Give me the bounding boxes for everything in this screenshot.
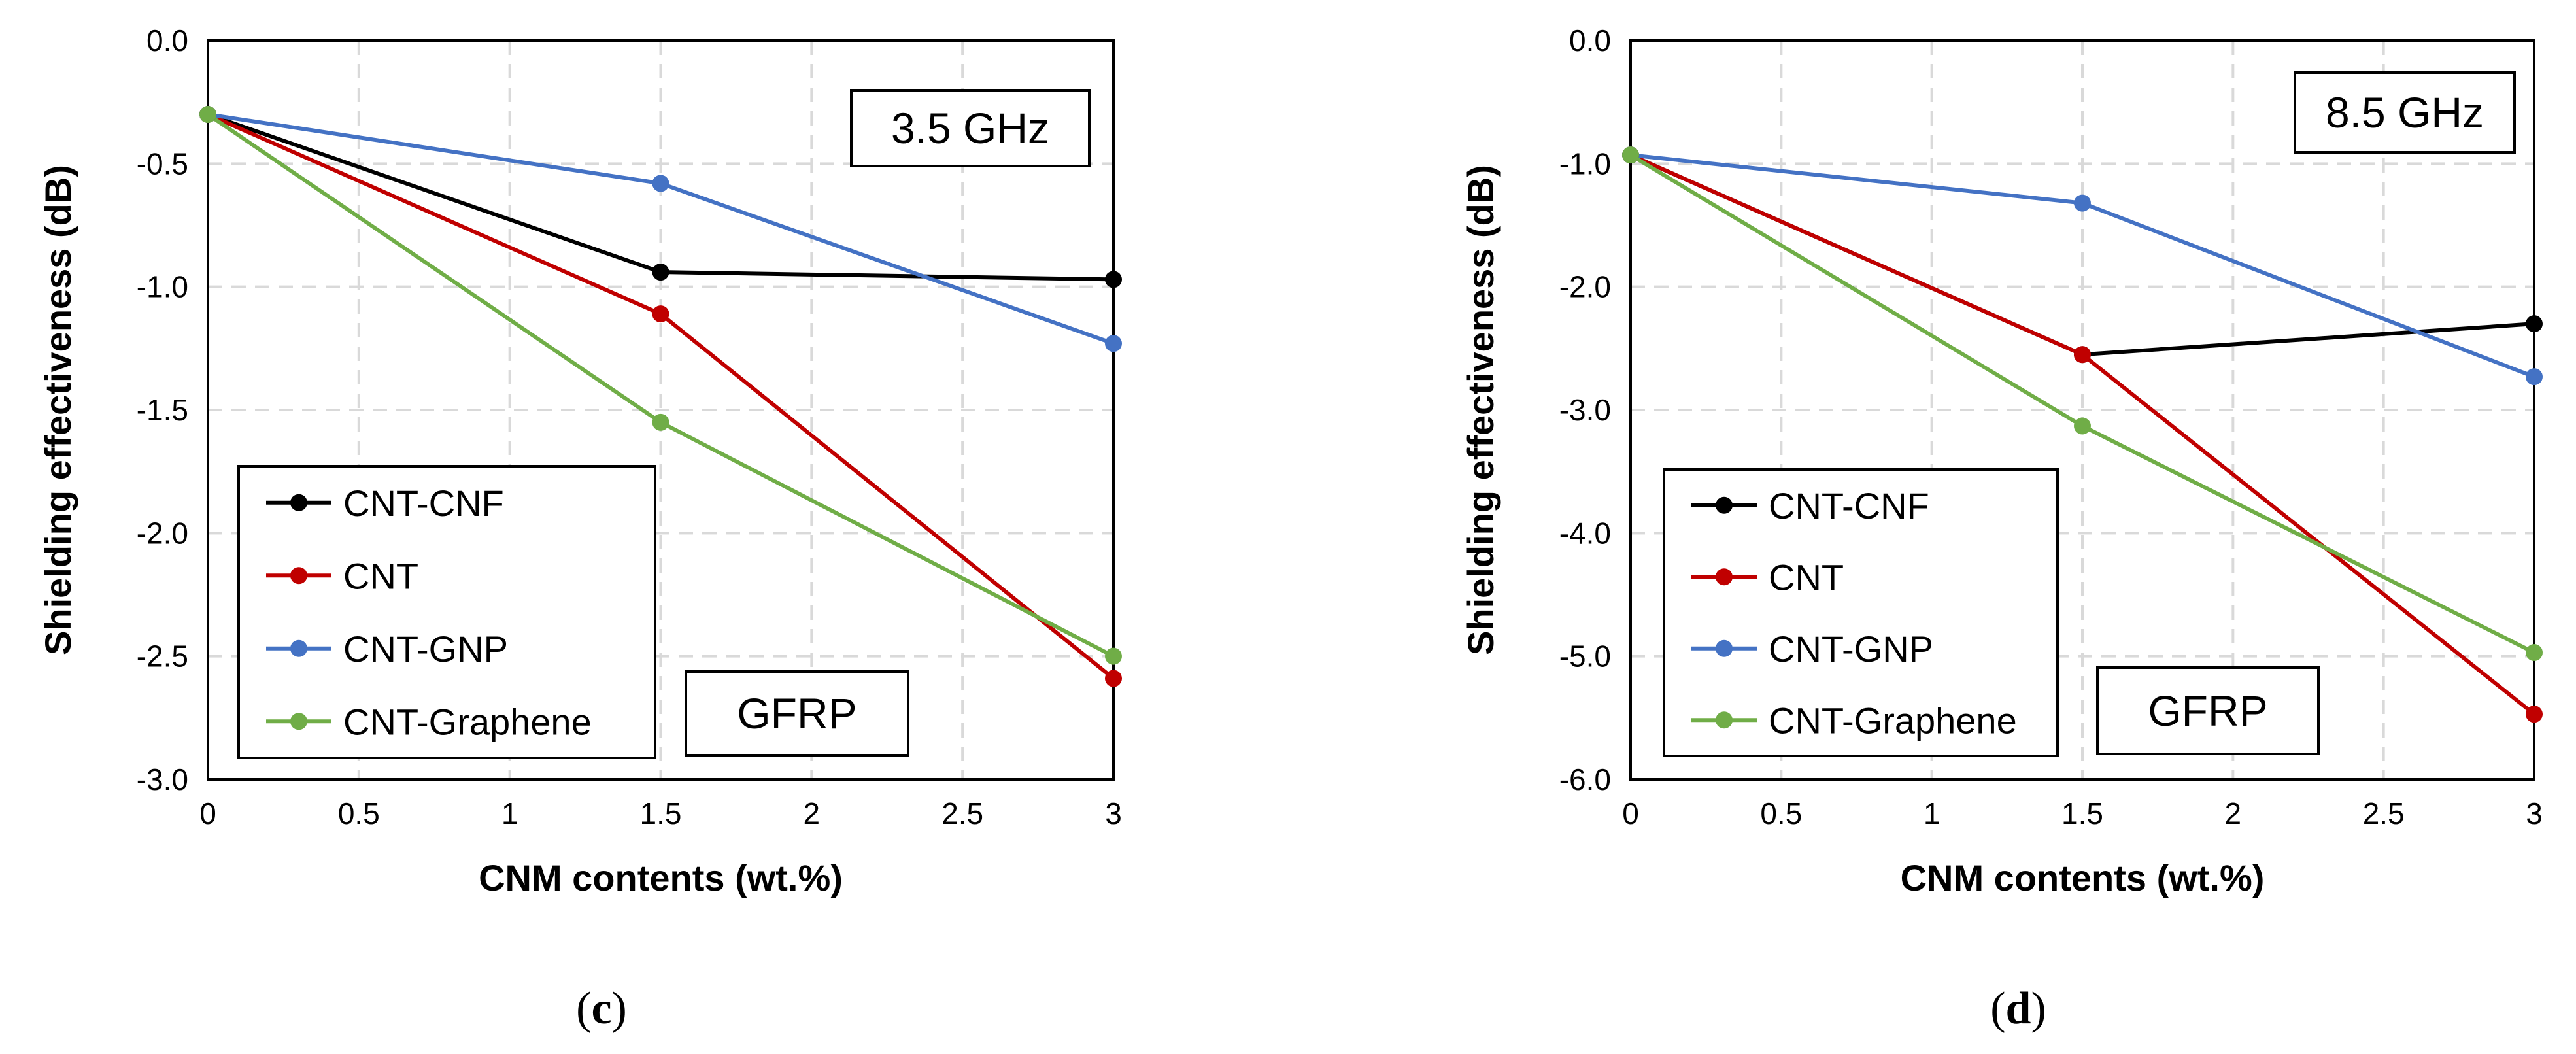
legend-swatch-marker xyxy=(290,639,307,657)
plot-frame xyxy=(1629,39,2535,781)
x-tick-label: 0.5 xyxy=(1760,796,1802,830)
y-axis-title: Shielding effectiveness (dB) xyxy=(37,165,78,655)
y-tick-label: -1.0 xyxy=(1559,146,1611,180)
legend-label: CNT xyxy=(1769,556,1844,598)
legend-label: CNT-Graphene xyxy=(343,701,592,742)
legend: CNT-CNF CNT CNT-GNP CNT-Graphene xyxy=(237,465,656,759)
y-tick-label: -1.0 xyxy=(137,270,188,304)
legend-box xyxy=(1663,468,2059,757)
x-tick-label: 1 xyxy=(501,796,518,830)
x-tick-label: 1.5 xyxy=(640,796,682,830)
data-point-cnt xyxy=(652,305,669,323)
y-tick-label: 0.0 xyxy=(1569,24,1611,58)
legend-swatch-marker xyxy=(1716,711,1733,729)
x-tick-label: 0 xyxy=(199,796,216,830)
data-point-cnt-gnp xyxy=(1105,335,1122,352)
legend-swatch-marker xyxy=(290,713,307,730)
annotation-box xyxy=(2294,71,2516,154)
annotation-label: GFRP xyxy=(2148,687,2267,735)
data-point-cnt-cnf xyxy=(1105,271,1122,288)
chart-panel-c: 0 0.5 1 1.5 2 2.5 3 0.0 -0.5 -1.0 -1.5 -2.0 -2.5 -3.0… xyxy=(37,24,1122,1034)
y-tick-label: -3.0 xyxy=(1559,393,1611,427)
data-point-cnt-graphene xyxy=(2526,644,2543,662)
data-point-cnt-gnp xyxy=(2526,368,2543,386)
data-point-cnt-gnp xyxy=(652,175,669,192)
y-tick-label: -0.5 xyxy=(137,146,188,180)
y-tick-label: 0.0 xyxy=(146,24,188,58)
y-tick-label: -4.0 xyxy=(1559,516,1611,550)
annotation-label: 3.5 GHz xyxy=(891,104,1049,152)
legend-label: CNT-Graphene xyxy=(1769,700,2017,741)
legend: CNT-CNF CNT CNT-GNP CNT-Graphene xyxy=(1663,468,2059,757)
x-tick-label: 1.5 xyxy=(2061,796,2103,830)
legend-box xyxy=(237,465,656,759)
plot-frame xyxy=(207,39,1115,781)
x-tick-label: 3 xyxy=(1105,796,1122,830)
y-tick-label: -5.0 xyxy=(1559,639,1611,673)
x-tick-label: 2.5 xyxy=(941,796,983,830)
x-tick-label: 0 xyxy=(1622,796,1639,830)
x-tick-label: 2 xyxy=(804,796,821,830)
annotation-box xyxy=(685,670,909,756)
data-point-cnt xyxy=(2526,706,2543,723)
legend-swatch-marker xyxy=(1716,568,1733,586)
panel-label: (c) xyxy=(576,983,627,1034)
data-point-cnt-cnf xyxy=(652,264,669,281)
data-point-cnt-graphene xyxy=(199,106,216,123)
y-axis-title: Shielding effectiveness (dB) xyxy=(1460,165,1501,655)
legend-label: CNT-CNF xyxy=(343,483,504,524)
legend-swatch-marker xyxy=(290,494,307,511)
legend-label: CNT-GNP xyxy=(1769,628,1933,670)
annotation-box xyxy=(2096,666,2320,755)
x-tick-label: 1 xyxy=(1924,796,1940,830)
legend-label: CNT-GNP xyxy=(343,628,508,670)
data-point-cnt-graphene xyxy=(1622,146,1639,164)
annotation-label: GFRP xyxy=(737,689,856,738)
legend-swatch-marker xyxy=(1716,496,1733,514)
x-axis-title: CNM contents (wt.%) xyxy=(1901,857,2265,898)
y-tick-label: -2.5 xyxy=(137,639,188,673)
y-tick-label: -2.0 xyxy=(137,516,188,550)
data-point-cnt xyxy=(1105,670,1122,687)
panel-label: (d) xyxy=(1990,983,2046,1034)
y-tick-label: -3.0 xyxy=(137,762,188,796)
x-tick-label: 2 xyxy=(2225,796,2242,830)
x-tick-label: 2.5 xyxy=(2363,796,2405,830)
x-tick-label: 3 xyxy=(2526,796,2543,830)
data-point-cnt-gnp xyxy=(2074,194,2091,212)
data-point-cnt-graphene xyxy=(2074,417,2091,435)
chart-panel-d: 0 0.5 1 1.5 2 2.5 3 0.0 -1.0 -2.0 -3.0 -4.0 -5.0 -6.0… xyxy=(1460,24,2543,1034)
data-point-cnt-graphene xyxy=(652,413,669,431)
legend-swatch-marker xyxy=(1716,639,1733,657)
legend-label: CNT xyxy=(343,555,418,596)
y-tick-label: -2.0 xyxy=(1559,270,1611,304)
annotation-label: 8.5 GHz xyxy=(2326,88,2484,137)
x-axis-title: CNM contents (wt.%) xyxy=(479,857,843,898)
y-tick-label: -6.0 xyxy=(1559,762,1611,796)
data-point-cnt-graphene xyxy=(1105,647,1122,665)
legend-label: CNT-CNF xyxy=(1769,485,1929,526)
data-point-cnt xyxy=(2074,346,2091,364)
y-tick-label: -1.5 xyxy=(137,393,188,427)
x-tick-label: 0.5 xyxy=(338,796,380,830)
data-point-cnt-cnf xyxy=(2526,315,2543,333)
annotation-box xyxy=(850,89,1091,167)
legend-swatch-marker xyxy=(290,567,307,585)
